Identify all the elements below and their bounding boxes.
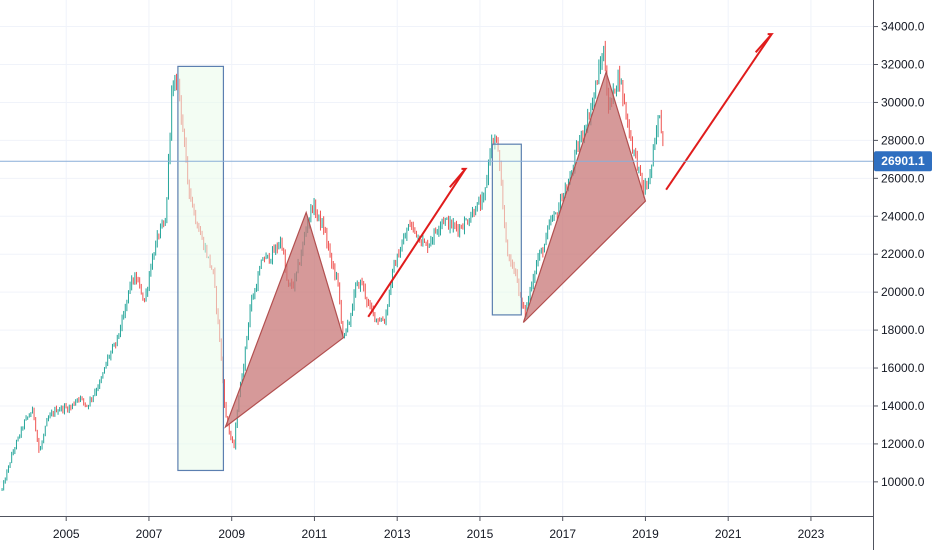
- x-tick-label: 2015: [467, 527, 494, 541]
- x-tick-label: 2011: [302, 527, 328, 541]
- y-tick-label: 14000.0: [881, 399, 925, 413]
- y-tick-label: 12000.0: [881, 437, 925, 451]
- y-tick-label: 10000.0: [881, 475, 925, 489]
- x-tick-label: 2017: [549, 527, 576, 541]
- last-price-label-background: [874, 151, 932, 172]
- y-tick-label: 20000.0: [881, 285, 925, 299]
- y-tick-label: 26000.0: [881, 171, 925, 185]
- price-axis[interactable]: 10000.0 12000.0 14000.0 16000.0 18000.0 20000…: [873, 20, 925, 489]
- triangle-drawing[interactable]: [224, 210, 345, 429]
- arrow-head: [449, 167, 468, 188]
- y-tick-label: 32000.0: [881, 58, 925, 72]
- x-tick-label: 2007: [136, 527, 163, 541]
- y-tick-label: 28000.0: [881, 133, 925, 147]
- x-tick-label: 2013: [384, 527, 411, 541]
- x-tick-label: 2019: [632, 527, 659, 541]
- last-price-value: 26901.1: [881, 154, 925, 168]
- x-tick-label: 2005: [53, 527, 80, 541]
- x-tick-label: 2009: [218, 527, 245, 541]
- rectangle-drawing[interactable]: [491, 143, 522, 316]
- arrow-shaft[interactable]: [367, 168, 467, 318]
- y-tick-label: 22000.0: [881, 247, 925, 261]
- last-price-label: 26901.1: [874, 151, 932, 172]
- arrow-shaft[interactable]: [665, 33, 773, 191]
- time-axis[interactable]: 2005 2007 2009 2011 2013 2015 2017 2019 2021 2023: [53, 516, 825, 541]
- grid: [0, 0, 873, 516]
- arrow-head: [754, 33, 774, 53]
- triangle-drawing[interactable]: [522, 70, 647, 323]
- y-tick-label: 30000.0: [881, 95, 925, 109]
- y-tick-label: 16000.0: [881, 361, 925, 375]
- drawings: [177, 33, 774, 472]
- y-tick-label: 34000.0: [881, 20, 925, 34]
- x-tick-label: 2023: [798, 527, 825, 541]
- y-tick-label: 18000.0: [881, 323, 925, 337]
- y-tick-label: 24000.0: [881, 209, 925, 223]
- rectangle-drawing[interactable]: [177, 65, 225, 472]
- plot-background: [0, 0, 873, 516]
- x-tick-label: 2021: [715, 527, 742, 541]
